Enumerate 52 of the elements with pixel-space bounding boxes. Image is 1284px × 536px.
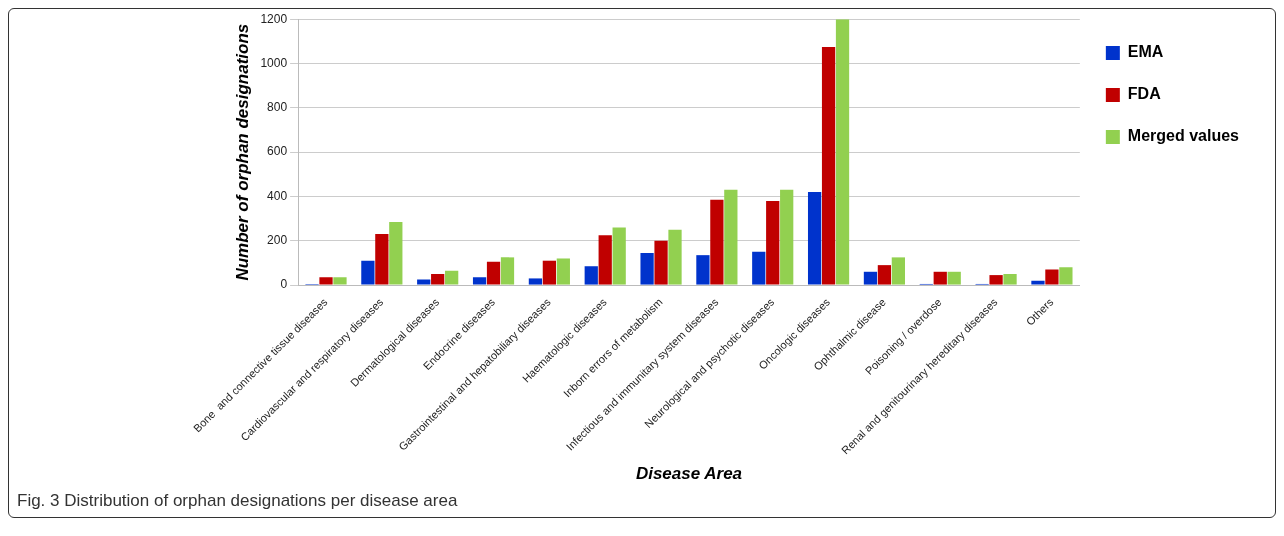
bar [654,240,668,285]
y-tick-label: 600 [267,144,288,159]
y-axis-title: Number of orphan designations [232,23,252,281]
bar [640,252,654,285]
bar [696,255,710,285]
bar [528,278,543,285]
bar [863,271,878,285]
caption: Fig. 3 Distribution of orphan designations per disease area [16,490,459,512]
bar [1045,269,1059,285]
bar [1003,273,1017,285]
legend-label: Merged values [1127,127,1240,145]
bar [375,234,389,285]
bar [556,258,570,285]
bar [710,199,724,285]
bar [891,257,905,285]
bar [500,257,515,285]
bar [933,271,947,285]
bar [598,235,612,285]
y-tick-label: 400 [267,188,288,203]
bar [319,277,333,285]
y-tick-label: 800 [267,100,288,115]
bar [1031,280,1045,285]
x-axis-title: Disease Area [635,464,743,484]
bar [361,260,375,285]
y-tick-label: 0 [280,277,288,292]
bar [724,189,738,285]
y-tick-label: 200 [267,233,288,248]
bar [431,273,445,285]
bar [417,279,431,285]
bar [1059,267,1073,285]
bar [445,270,459,285]
y-tick-label: 1000 [260,55,288,70]
bar [389,221,403,285]
bar [780,189,794,285]
bar [333,277,347,285]
bar [752,251,766,285]
bar [877,265,892,285]
bar [947,271,961,285]
bar [989,275,1003,285]
bar [807,192,822,285]
bar [612,227,626,285]
bar [821,46,836,285]
legend-label: EMA [1127,43,1164,61]
bar [668,229,682,285]
bar [835,19,850,285]
y-tick-label: 1200 [260,11,288,26]
legend-label: FDA [1127,85,1162,103]
bar [766,200,780,285]
bar [486,261,501,285]
bar [542,260,556,285]
bar [584,266,598,285]
bar [472,277,487,285]
